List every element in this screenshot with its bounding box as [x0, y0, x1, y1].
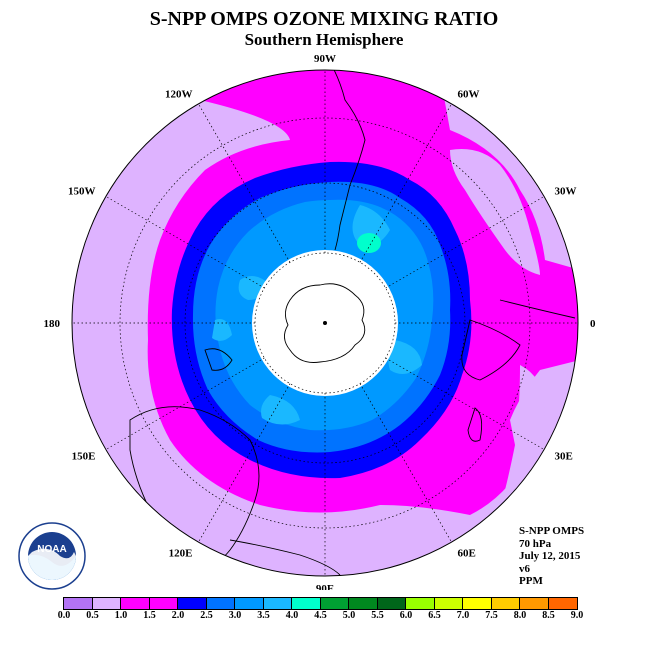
colorbar-segment — [320, 598, 349, 609]
colorbar — [63, 597, 578, 610]
colorbar-tick-label: 5.5 — [371, 610, 384, 621]
colorbar-tick-label: 7.5 — [485, 610, 498, 621]
polar-ozone-map: 90W 60W 30W 0 30E 60E 90E 120E 150E 180 150W 120W — [44, 53, 597, 590]
meridian-30w — [385, 196, 545, 289]
longitude-label-120w: 120W — [165, 89, 193, 101]
colorbar-tick-label: 4.5 — [314, 610, 327, 621]
colorbar-tick-label: 8.5 — [542, 610, 555, 621]
colorbar-segment — [520, 598, 549, 609]
meridian-60e — [359, 383, 452, 543]
info-date: July 12, 2015 — [519, 550, 581, 562]
colorbar-tick-label: 6.5 — [428, 610, 441, 621]
longitude-label-60e: 60E — [458, 547, 476, 559]
longitude-label-30w: 30W — [554, 186, 576, 198]
colorbar-tick-label: 3.0 — [228, 610, 242, 621]
longitude-label-90e: 90E — [316, 583, 334, 590]
colorbar-segment — [64, 598, 93, 609]
info-block: S-NPP OMPS 70 hPa July 12, 2015 v6 PPM — [519, 525, 584, 588]
colorbar-segment — [377, 598, 406, 609]
colorbar-segment — [178, 598, 207, 609]
colorbar-segment — [406, 598, 435, 609]
colorbar-tick-label: 2.5 — [200, 610, 213, 621]
meridian-120w — [198, 103, 291, 263]
colorbar-tick-label: 9.0 — [570, 610, 584, 621]
colorbar-segment — [263, 598, 292, 609]
colorbar-segment — [463, 598, 492, 609]
map-boundary — [71, 69, 579, 577]
colorbar-segment — [235, 598, 264, 609]
colorbar-segment — [292, 598, 321, 609]
map-subtitle: Southern Hemisphere — [244, 30, 404, 49]
meridian-60w — [359, 103, 452, 263]
colorbar-segment — [149, 598, 178, 609]
longitude-label-0: 0 — [590, 318, 596, 330]
colorbar-segment — [434, 598, 463, 609]
meridian-120e — [198, 383, 291, 543]
graticule — [72, 70, 578, 576]
colorbar-tick-label: 1.5 — [143, 610, 156, 621]
colorbar-tick-label: 4.0 — [285, 610, 299, 621]
colorbar-tick-label: 0.0 — [57, 610, 71, 621]
colorbar-tick-label: 5.0 — [342, 610, 356, 621]
colorbar-segment — [491, 598, 520, 609]
longitude-label-120e: 120E — [169, 547, 193, 559]
longitude-label-90w: 90W — [314, 53, 336, 65]
colorbar-segment — [548, 598, 577, 609]
info-instrument: S-NPP OMPS — [519, 525, 585, 537]
longitude-label-150w: 150W — [68, 186, 96, 198]
info-level: 70 hPa — [519, 537, 552, 550]
longitude-label-60w: 60W — [458, 89, 480, 101]
meridian-30e — [385, 357, 545, 450]
info-version: v6 — [519, 562, 530, 575]
colorbar-segment — [349, 598, 378, 609]
map-title: S-NPP OMPS OZONE MIXING RATIO — [149, 8, 499, 30]
colorbar-segment — [92, 598, 121, 609]
colorbar-tick-label: 0.5 — [86, 610, 99, 621]
noaa-logo-text: NOAA — [37, 544, 66, 555]
colorbar-segment — [121, 598, 150, 609]
meridian-150w — [105, 196, 265, 289]
colorbar-tick-label: 3.5 — [257, 610, 270, 621]
longitude-label-150e: 150E — [72, 451, 96, 463]
longitude-label-30e: 30E — [554, 451, 572, 463]
colorbar-tick-label: 7.0 — [456, 610, 470, 621]
colorbar-tick-label: 2.0 — [171, 610, 185, 621]
longitude-label-180: 180 — [44, 318, 61, 330]
colorbar-segment — [206, 598, 235, 609]
colorbar-tick-label: 6.0 — [399, 610, 413, 621]
colorbar-ticks: 0.0 0.5 1.0 1.5 2.0 2.5 3.0 3.5 4.0 4.5 5.0 5.5 6.0 6… — [0, 610, 648, 624]
meridian-150e — [105, 357, 265, 450]
noaa-logo: NOAA — [18, 522, 86, 590]
colorbar-tick-label: 1.0 — [114, 610, 128, 621]
contour-3-5-maximum — [357, 233, 381, 253]
info-units: PPM — [519, 575, 543, 587]
colorbar-tick-label: 8.0 — [513, 610, 527, 621]
